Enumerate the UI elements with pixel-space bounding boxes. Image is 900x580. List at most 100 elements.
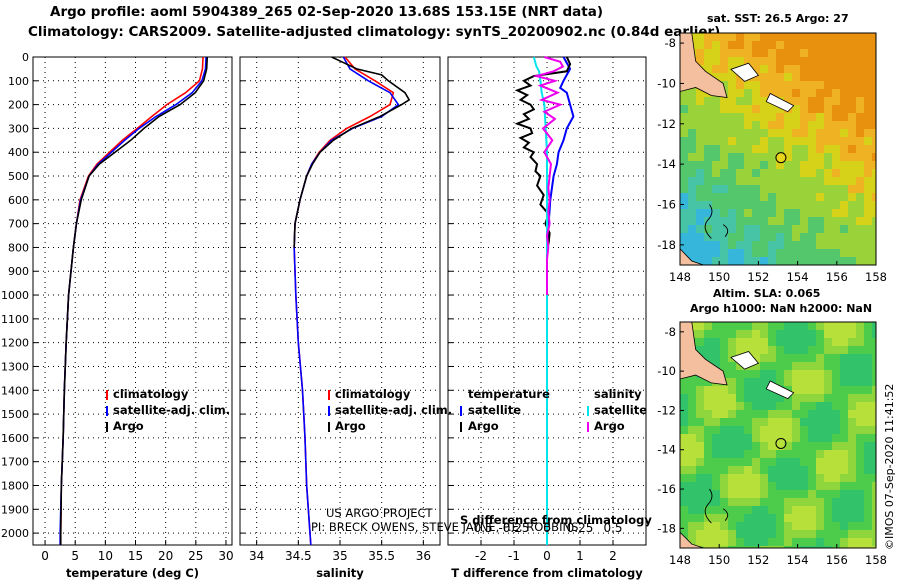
map-cell: [776, 233, 784, 241]
map-cell: [784, 402, 792, 410]
panel-temperature: 0 5 10 15 20 25 300100200300400500600700800900…: [1, 51, 234, 580]
map-cell: [752, 434, 760, 442]
map-cell: [840, 442, 848, 450]
map-cell: [680, 386, 688, 394]
map-cell: [808, 217, 816, 225]
map-cell: [704, 514, 712, 522]
map-cell: [744, 89, 752, 97]
map-cell: [864, 217, 872, 225]
map-cell: [744, 346, 752, 354]
map-cell: [848, 402, 856, 410]
map-cell: [824, 73, 832, 81]
map-cell: [864, 482, 872, 490]
map-y-tick-label: -16: [657, 197, 676, 211]
map-cell: [712, 386, 720, 394]
series-argo: [293, 56, 411, 248]
map-cell: [736, 33, 744, 41]
map-cell: [848, 474, 856, 482]
map-cell: [784, 426, 792, 434]
map-cell: [872, 57, 876, 65]
map-cell: [680, 121, 688, 129]
map-cell: [736, 386, 744, 394]
map-cell: [688, 105, 696, 113]
map-cell: [824, 322, 832, 330]
map-cell: [704, 378, 712, 386]
map-cell: [720, 402, 728, 410]
map-cell: [824, 193, 832, 201]
map-cell: [832, 498, 840, 506]
map-cell: [760, 65, 768, 73]
legend-header-temperature: temperature: [468, 387, 550, 401]
map-cell: [816, 241, 824, 249]
map-cell: [680, 418, 688, 426]
map-cell: [832, 65, 840, 73]
map-cell: [752, 530, 760, 538]
map-cell: [800, 233, 808, 241]
map-cell: [768, 346, 776, 354]
map-cell: [872, 546, 876, 548]
map-cell: [856, 217, 864, 225]
map-cell: [744, 121, 752, 129]
map-cell: [720, 514, 728, 522]
map-cell: [696, 193, 704, 201]
map-cell: [856, 378, 864, 386]
map-cell: [704, 490, 712, 498]
map-cell: [864, 257, 872, 265]
map-cell: [696, 530, 704, 538]
map-cell: [760, 418, 768, 426]
map-cell: [760, 193, 768, 201]
map-cell: [720, 33, 728, 41]
map-cell: [856, 530, 864, 538]
x-axis-label: salinity: [316, 566, 364, 580]
map-cell: [760, 530, 768, 538]
map-cell: [712, 257, 720, 265]
map-cell: [832, 73, 840, 81]
map-y-tick-label: -8: [665, 36, 676, 50]
map-cell: [856, 522, 864, 530]
map-cell: [680, 378, 688, 386]
map-cell: [704, 450, 712, 458]
map-cell: [848, 65, 856, 73]
map-cell: [736, 249, 744, 257]
map-cell: [760, 225, 768, 233]
map-cell: [824, 530, 832, 538]
map-cell: [712, 41, 720, 49]
map-cell: [872, 354, 876, 362]
map-cell: [712, 65, 720, 73]
map-cell: [872, 410, 876, 418]
map-cell: [832, 458, 840, 466]
map-cell: [832, 33, 840, 41]
map-cell: [832, 394, 840, 402]
map-cell: [792, 474, 800, 482]
map-cell: [776, 113, 784, 121]
map-cell: [744, 185, 752, 193]
map-cell: [752, 161, 760, 169]
map-cell: [776, 402, 784, 410]
map-cell: [744, 466, 752, 474]
map-cell: [856, 209, 864, 217]
map-cell: [744, 530, 752, 538]
map-cell: [848, 354, 856, 362]
map-cell: [752, 322, 760, 330]
map-cell: [848, 105, 856, 113]
map-cell: [696, 346, 704, 354]
map-cell: [816, 89, 824, 97]
map-cell: [856, 426, 864, 434]
map-cell: [872, 33, 876, 41]
map-cell: [768, 65, 776, 73]
map-cell: [736, 241, 744, 249]
map-cell: [800, 81, 808, 89]
map-cell: [848, 506, 856, 514]
map-cell: [816, 97, 824, 105]
map-cell: [808, 225, 816, 233]
map-cell: [744, 474, 752, 482]
map-cell: [856, 362, 864, 370]
map-cell: [840, 225, 848, 233]
map-cell: [736, 514, 744, 522]
map-cell: [808, 506, 816, 514]
map-cell: [768, 458, 776, 466]
map-cell: [760, 474, 768, 482]
map-cell: [816, 225, 824, 233]
legend-label: satellite-adj. clim.: [335, 403, 452, 417]
map-cell: [792, 177, 800, 185]
